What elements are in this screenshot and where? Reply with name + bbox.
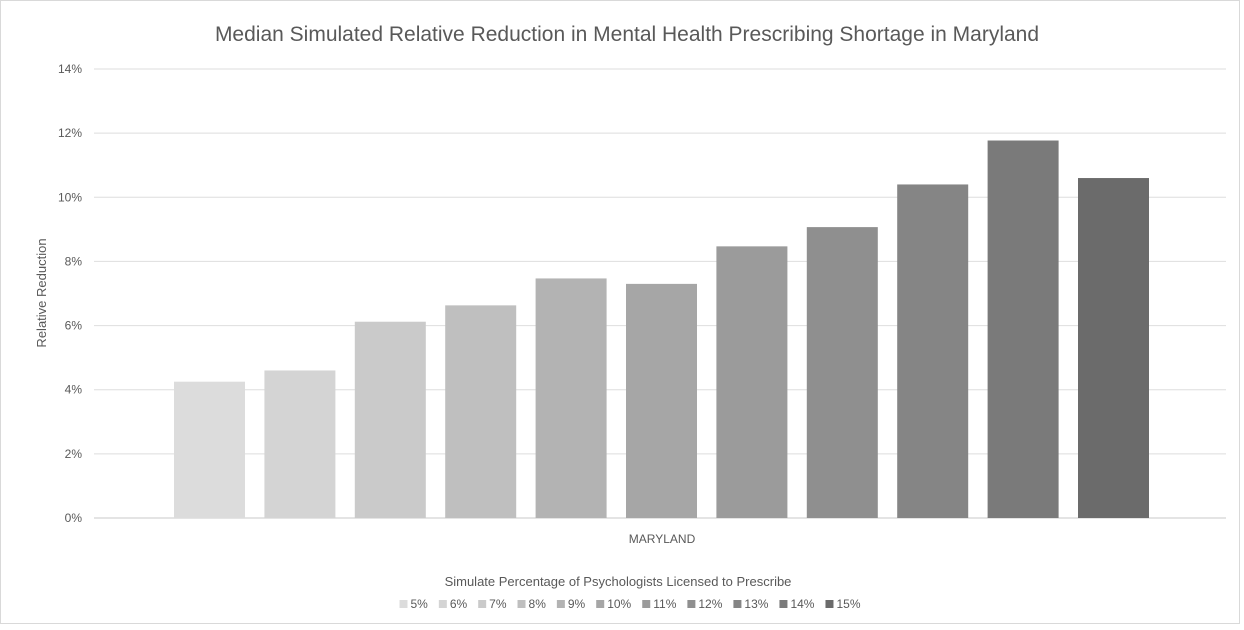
bar bbox=[987, 140, 1059, 518]
legend-swatch bbox=[438, 600, 447, 608]
legend-label: 14% bbox=[790, 597, 814, 611]
bar bbox=[535, 278, 607, 518]
bar bbox=[174, 381, 245, 518]
y-tick-label: 0% bbox=[65, 511, 83, 525]
legend-item: 12% bbox=[687, 597, 723, 611]
legend-swatch bbox=[596, 600, 605, 608]
legend: 5% 6% 7% 8% 9% 10% 11% 12% 13% 14% 15% bbox=[399, 597, 861, 611]
legend-swatch bbox=[478, 600, 487, 608]
bars bbox=[174, 140, 1149, 519]
y-tick-label: 12% bbox=[58, 126, 82, 140]
legend-swatch bbox=[556, 600, 565, 608]
bar bbox=[897, 184, 969, 518]
y-axis-title: Relative Reduction bbox=[34, 238, 49, 347]
bar bbox=[354, 321, 426, 518]
y-axis-ticks: 0% 2% 4% 6% 8% 10% 12% 14% bbox=[58, 62, 82, 525]
legend-swatch bbox=[517, 600, 526, 608]
bar bbox=[626, 283, 697, 518]
legend-item: 10% bbox=[596, 597, 632, 611]
legend-label: 9% bbox=[568, 597, 586, 611]
legend-item: 14% bbox=[779, 597, 815, 611]
y-tick-label: 8% bbox=[65, 254, 83, 268]
x-category-label: MARYLAND bbox=[629, 532, 696, 546]
legend-item: 15% bbox=[825, 597, 861, 611]
y-tick-label: 2% bbox=[65, 447, 83, 461]
legend-label: 13% bbox=[744, 597, 768, 611]
legend-label: 8% bbox=[529, 597, 547, 611]
legend-item: 9% bbox=[556, 597, 586, 611]
legend-label: 12% bbox=[698, 597, 722, 611]
legend-item: 6% bbox=[438, 597, 468, 611]
legend-item: 8% bbox=[517, 597, 547, 611]
legend-label: 7% bbox=[489, 597, 507, 611]
legend-swatch bbox=[825, 600, 834, 608]
bar bbox=[806, 227, 878, 519]
legend-swatch bbox=[733, 600, 742, 608]
y-tick-label: 10% bbox=[58, 190, 82, 204]
legend-label: 15% bbox=[836, 597, 860, 611]
legend-title: Simulate Percentage of Psychologists Lic… bbox=[445, 574, 792, 589]
bar bbox=[716, 246, 788, 519]
y-tick-label: 14% bbox=[58, 62, 82, 76]
legend-item: 7% bbox=[478, 597, 507, 611]
legend-swatch bbox=[687, 600, 696, 608]
legend-label: 6% bbox=[450, 597, 468, 611]
bar bbox=[264, 370, 336, 518]
legend-swatch bbox=[399, 600, 408, 608]
legend-label: 11% bbox=[653, 597, 676, 611]
bar bbox=[1078, 178, 1149, 519]
legend-label: 10% bbox=[607, 597, 631, 611]
y-tick-label: 4% bbox=[65, 383, 83, 397]
chart-title: Median Simulated Relative Reduction in M… bbox=[215, 23, 1039, 46]
legend-item: 11% bbox=[642, 597, 677, 611]
y-tick-label: 6% bbox=[65, 319, 83, 333]
legend-label: 5% bbox=[410, 597, 428, 611]
legend-item: 13% bbox=[733, 597, 769, 611]
legend-item: 5% bbox=[399, 597, 428, 611]
legend-swatch bbox=[642, 600, 651, 608]
legend-swatch bbox=[779, 600, 788, 608]
bar bbox=[445, 305, 517, 518]
